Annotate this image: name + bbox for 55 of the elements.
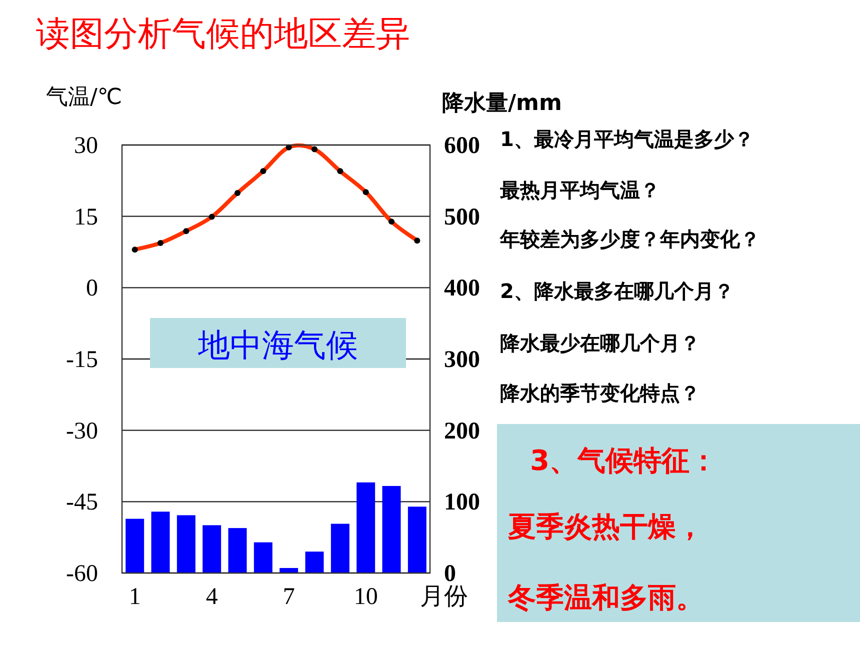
y-tick-label: -30 bbox=[66, 418, 98, 444]
text: 夏季炎热干燥， bbox=[507, 510, 704, 543]
bar bbox=[305, 552, 324, 573]
point bbox=[312, 146, 318, 152]
point bbox=[158, 240, 164, 246]
y2-tick-label: 200 bbox=[444, 418, 480, 444]
point bbox=[337, 168, 344, 174]
text: 冬季温和多雨。 bbox=[507, 581, 704, 614]
text: 1、最冷月平均气温是多少？ bbox=[500, 127, 754, 151]
y-tick-label: 0 bbox=[86, 276, 98, 302]
text: 3、气候特征： bbox=[530, 444, 718, 477]
text: 降水最少在哪几个月？ bbox=[500, 331, 700, 355]
x-tick-label: 1 bbox=[128, 584, 141, 610]
label-box: 地中海气候 bbox=[150, 318, 406, 368]
bar bbox=[126, 518, 144, 573]
y-tick-label: -45 bbox=[66, 490, 98, 516]
point bbox=[260, 168, 266, 174]
y2-axis-title: 降水量/mm bbox=[442, 91, 562, 116]
y2-tick-label: 600 bbox=[444, 133, 480, 159]
chart-title: 读图分析气候的地区差异 bbox=[36, 14, 410, 54]
bar bbox=[254, 542, 272, 573]
text: 最热月平均气温？ bbox=[499, 178, 660, 202]
annotation: 地中海气候 bbox=[197, 326, 358, 364]
bar bbox=[408, 506, 426, 573]
y-axis-title: 气温/℃ bbox=[46, 85, 122, 110]
bar bbox=[280, 568, 298, 573]
point bbox=[208, 214, 215, 220]
bar bbox=[228, 528, 247, 573]
bar bbox=[330, 524, 350, 573]
y2-tick-label: 100 bbox=[444, 490, 480, 516]
y-tick-label: 15 bbox=[74, 204, 98, 230]
y-tick-label: 30 bbox=[74, 133, 98, 159]
bar bbox=[202, 525, 222, 573]
x-tick-label: 4 bbox=[206, 584, 218, 610]
point bbox=[132, 246, 138, 253]
y2-tick-label: 300 bbox=[444, 347, 480, 373]
point bbox=[183, 228, 190, 234]
point bbox=[388, 218, 394, 225]
point bbox=[362, 189, 369, 196]
point bbox=[414, 238, 420, 244]
bar bbox=[176, 515, 196, 573]
text: 年较差为多少度？年内变化？ bbox=[499, 227, 760, 251]
y2-tick-label: 400 bbox=[444, 276, 480, 302]
y2-tick-label: 500 bbox=[444, 204, 480, 230]
text: 2、降水最多在哪几个月？ bbox=[500, 279, 734, 303]
point bbox=[234, 190, 240, 196]
y-tick-label: -60 bbox=[66, 561, 98, 587]
x-tick-label: 10 bbox=[354, 584, 378, 610]
bar bbox=[382, 486, 401, 573]
bar bbox=[151, 512, 170, 573]
x-axis-title: 月份 bbox=[420, 582, 468, 610]
text: 降水的季节变化特点？ bbox=[500, 381, 700, 405]
x-tick-label: 7 bbox=[282, 584, 295, 610]
y-tick-label: -15 bbox=[66, 347, 98, 373]
bar bbox=[356, 482, 376, 573]
